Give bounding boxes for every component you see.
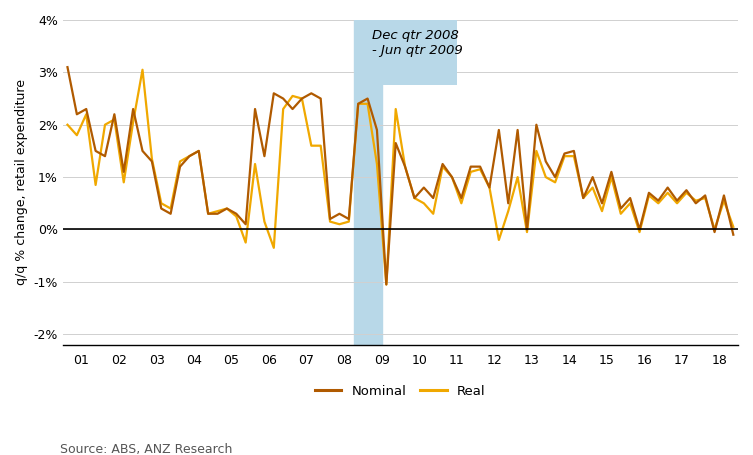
Legend: Nominal, Real: Nominal, Real (309, 379, 491, 403)
Nominal (523, 227, 532, 232)
Nominal (382, 282, 391, 287)
Y-axis label: q/q % change, retail expenditure: q/q % change, retail expenditure (15, 79, 28, 285)
Real (297, 96, 306, 101)
Real (63, 122, 72, 127)
Nominal (729, 232, 738, 238)
Real (729, 224, 738, 230)
Nominal (495, 127, 504, 133)
Line: Nominal: Nominal (68, 67, 733, 284)
Real (382, 282, 391, 287)
Bar (353, 20, 382, 345)
Real (532, 148, 541, 154)
Real (691, 198, 700, 203)
Nominal (157, 206, 166, 211)
Nominal (288, 106, 297, 112)
Nominal (447, 174, 456, 180)
Real (166, 206, 175, 211)
Bar (353, 20, 456, 86)
Text: Dec qtr 2008
- Jun qtr 2009: Dec qtr 2008 - Jun qtr 2009 (372, 30, 463, 57)
Nominal (63, 65, 72, 70)
Line: Real: Real (68, 70, 733, 284)
Real (138, 67, 147, 72)
Real (504, 208, 513, 214)
Nominal (222, 206, 231, 211)
Text: Source: ABS, ANZ Research: Source: ABS, ANZ Research (60, 443, 233, 455)
Real (457, 201, 466, 206)
